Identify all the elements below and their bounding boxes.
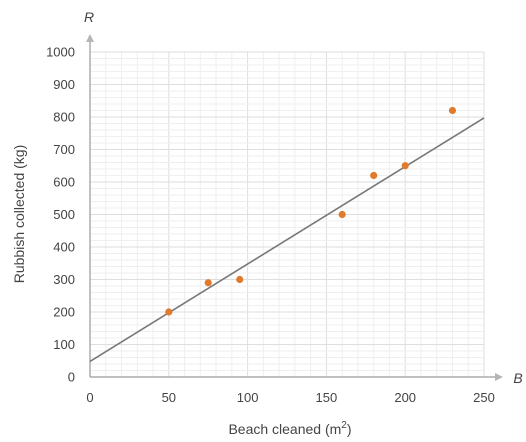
y-tick-label: 200 [53, 305, 75, 320]
x-axis-label-superscript: 2 [341, 420, 347, 431]
x-tick-label: 50 [162, 390, 176, 405]
axes [86, 34, 503, 381]
y-tick-label: 700 [53, 142, 75, 157]
y-tick-label: 800 [53, 110, 75, 125]
y-tick-label: 0 [68, 370, 75, 385]
data-point [338, 210, 346, 219]
data-point [448, 106, 457, 115]
data-points [165, 106, 457, 316]
y-tick-label: 500 [53, 207, 75, 222]
x-tick-label: 100 [237, 390, 259, 405]
tick-labels: 0 50 100 150 200 250 0 100 200 300 400 500 600 700 800… [46, 45, 495, 406]
y-tick-label: 400 [53, 240, 75, 255]
y-tick-label: 600 [53, 175, 75, 190]
data-point [165, 308, 173, 316]
trend-line-group [89, 117, 485, 363]
x-axis-label-close: ) [347, 421, 352, 437]
y-tick-label: 300 [53, 272, 75, 287]
data-point [370, 171, 378, 180]
x-tick-label: 200 [394, 390, 416, 405]
data-point [401, 162, 409, 170]
x-axis-arrow [495, 373, 503, 381]
y-axis-letter: R [84, 9, 94, 25]
y-tick-label: 900 [53, 77, 75, 92]
x-tick-label: 0 [86, 390, 93, 405]
x-axis-letter: B [513, 370, 522, 386]
y-tick-label: 1000 [46, 45, 75, 60]
trend-line [89, 117, 485, 363]
x-tick-label: 150 [316, 390, 338, 405]
x-axis-label-main: Beach cleaned (m [228, 421, 341, 437]
data-point [204, 279, 212, 287]
y-tick-label: 100 [53, 337, 75, 352]
y-axis-arrow [86, 34, 94, 42]
data-point [236, 275, 244, 284]
x-tick-label: 250 [473, 390, 495, 405]
x-axis-label: Beach cleaned (m2) [228, 420, 351, 437]
gridlines [89, 51, 485, 378]
y-axis-label: Rubbish collected (kg) [11, 145, 27, 284]
